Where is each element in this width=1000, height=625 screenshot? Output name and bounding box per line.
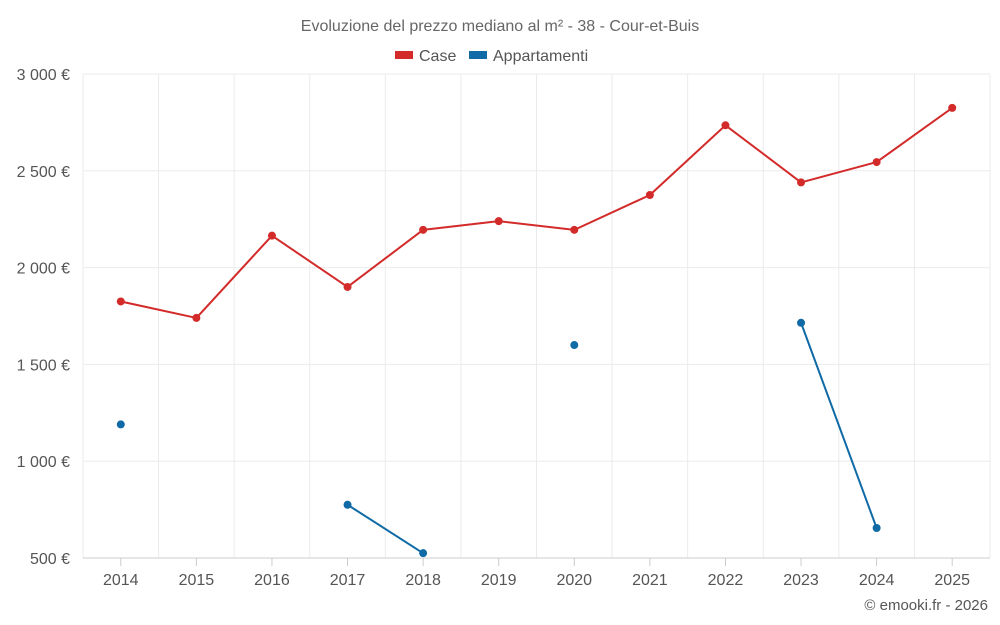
legend-swatch-appartamenti <box>469 51 487 59</box>
y-tick-label: 2 500 € <box>17 164 70 181</box>
data-point-appartamenti[interactable] <box>570 341 579 350</box>
data-point-case[interactable] <box>343 282 352 291</box>
x-tick-label: 2024 <box>859 572 895 589</box>
x-tick-label: 2020 <box>556 572 592 589</box>
y-tick-label: 1 500 € <box>17 357 70 374</box>
y-tick-label: 3 000 € <box>17 67 70 84</box>
chart-title: Evoluzione del prezzo mediano al m² - 38… <box>301 18 699 35</box>
x-tick-label: 2023 <box>783 572 819 589</box>
y-tick-label: 500 € <box>30 551 70 568</box>
data-point-appartamenti[interactable] <box>797 318 806 327</box>
data-point-appartamenti[interactable] <box>872 523 881 532</box>
data-point-case[interactable] <box>116 297 125 306</box>
x-tick-label: 2015 <box>179 572 215 589</box>
data-point-appartamenti[interactable] <box>116 420 125 429</box>
data-point-case[interactable] <box>192 313 201 322</box>
legend[interactable]: Case Appartamenti <box>395 48 588 65</box>
series-line-case <box>119 106 954 319</box>
x-tick-label: 2019 <box>481 572 517 589</box>
data-point-case[interactable] <box>721 121 730 130</box>
data-point-case[interactable] <box>494 217 503 226</box>
data-point-case[interactable] <box>645 191 654 199</box>
legend-label-appartamenti: Appartamenti <box>493 48 588 65</box>
data-point-case[interactable] <box>948 103 957 112</box>
series-layer <box>116 103 957 558</box>
data-point-case[interactable] <box>570 225 579 234</box>
x-tick-label: 2025 <box>934 572 970 589</box>
x-tick-label: 2014 <box>103 572 139 589</box>
x-tick-label: 2022 <box>708 572 744 589</box>
legend-label-case: Case <box>419 48 456 65</box>
data-point-case[interactable] <box>419 225 428 234</box>
x-tick-label: 2021 <box>632 572 668 589</box>
x-axis: 2014 2015 2016 2017 2018 2019 2020 2021 2022 2023… <box>83 557 990 589</box>
y-axis: 500 € 1 000 € 1 500 € 2 000 € 2 500 € 3 000 € <box>17 67 70 568</box>
data-point-case[interactable] <box>797 178 806 187</box>
data-point-case[interactable] <box>872 158 881 167</box>
y-tick-label: 1 000 € <box>17 454 70 471</box>
series-case[interactable] <box>116 103 957 322</box>
legend-swatch-case <box>395 51 413 59</box>
data-point-case[interactable] <box>267 231 276 240</box>
y-tick-label: 2 000 € <box>17 261 70 278</box>
series-appartamenti[interactable] <box>116 318 881 558</box>
x-tick-label: 2018 <box>405 572 441 589</box>
series-line-appartamenti <box>346 503 425 555</box>
x-tick-label: 2017 <box>330 572 366 589</box>
grid <box>82 73 991 559</box>
data-point-appartamenti[interactable] <box>343 500 352 509</box>
legend-item-case[interactable]: Case <box>395 48 456 65</box>
x-tick-label: 2016 <box>254 572 290 589</box>
data-point-appartamenti[interactable] <box>419 549 428 558</box>
credit-text: © emooki.fr - 2026 <box>864 597 988 614</box>
legend-item-appartamenti[interactable]: Appartamenti <box>469 48 588 65</box>
series-line-appartamenti <box>800 321 878 529</box>
